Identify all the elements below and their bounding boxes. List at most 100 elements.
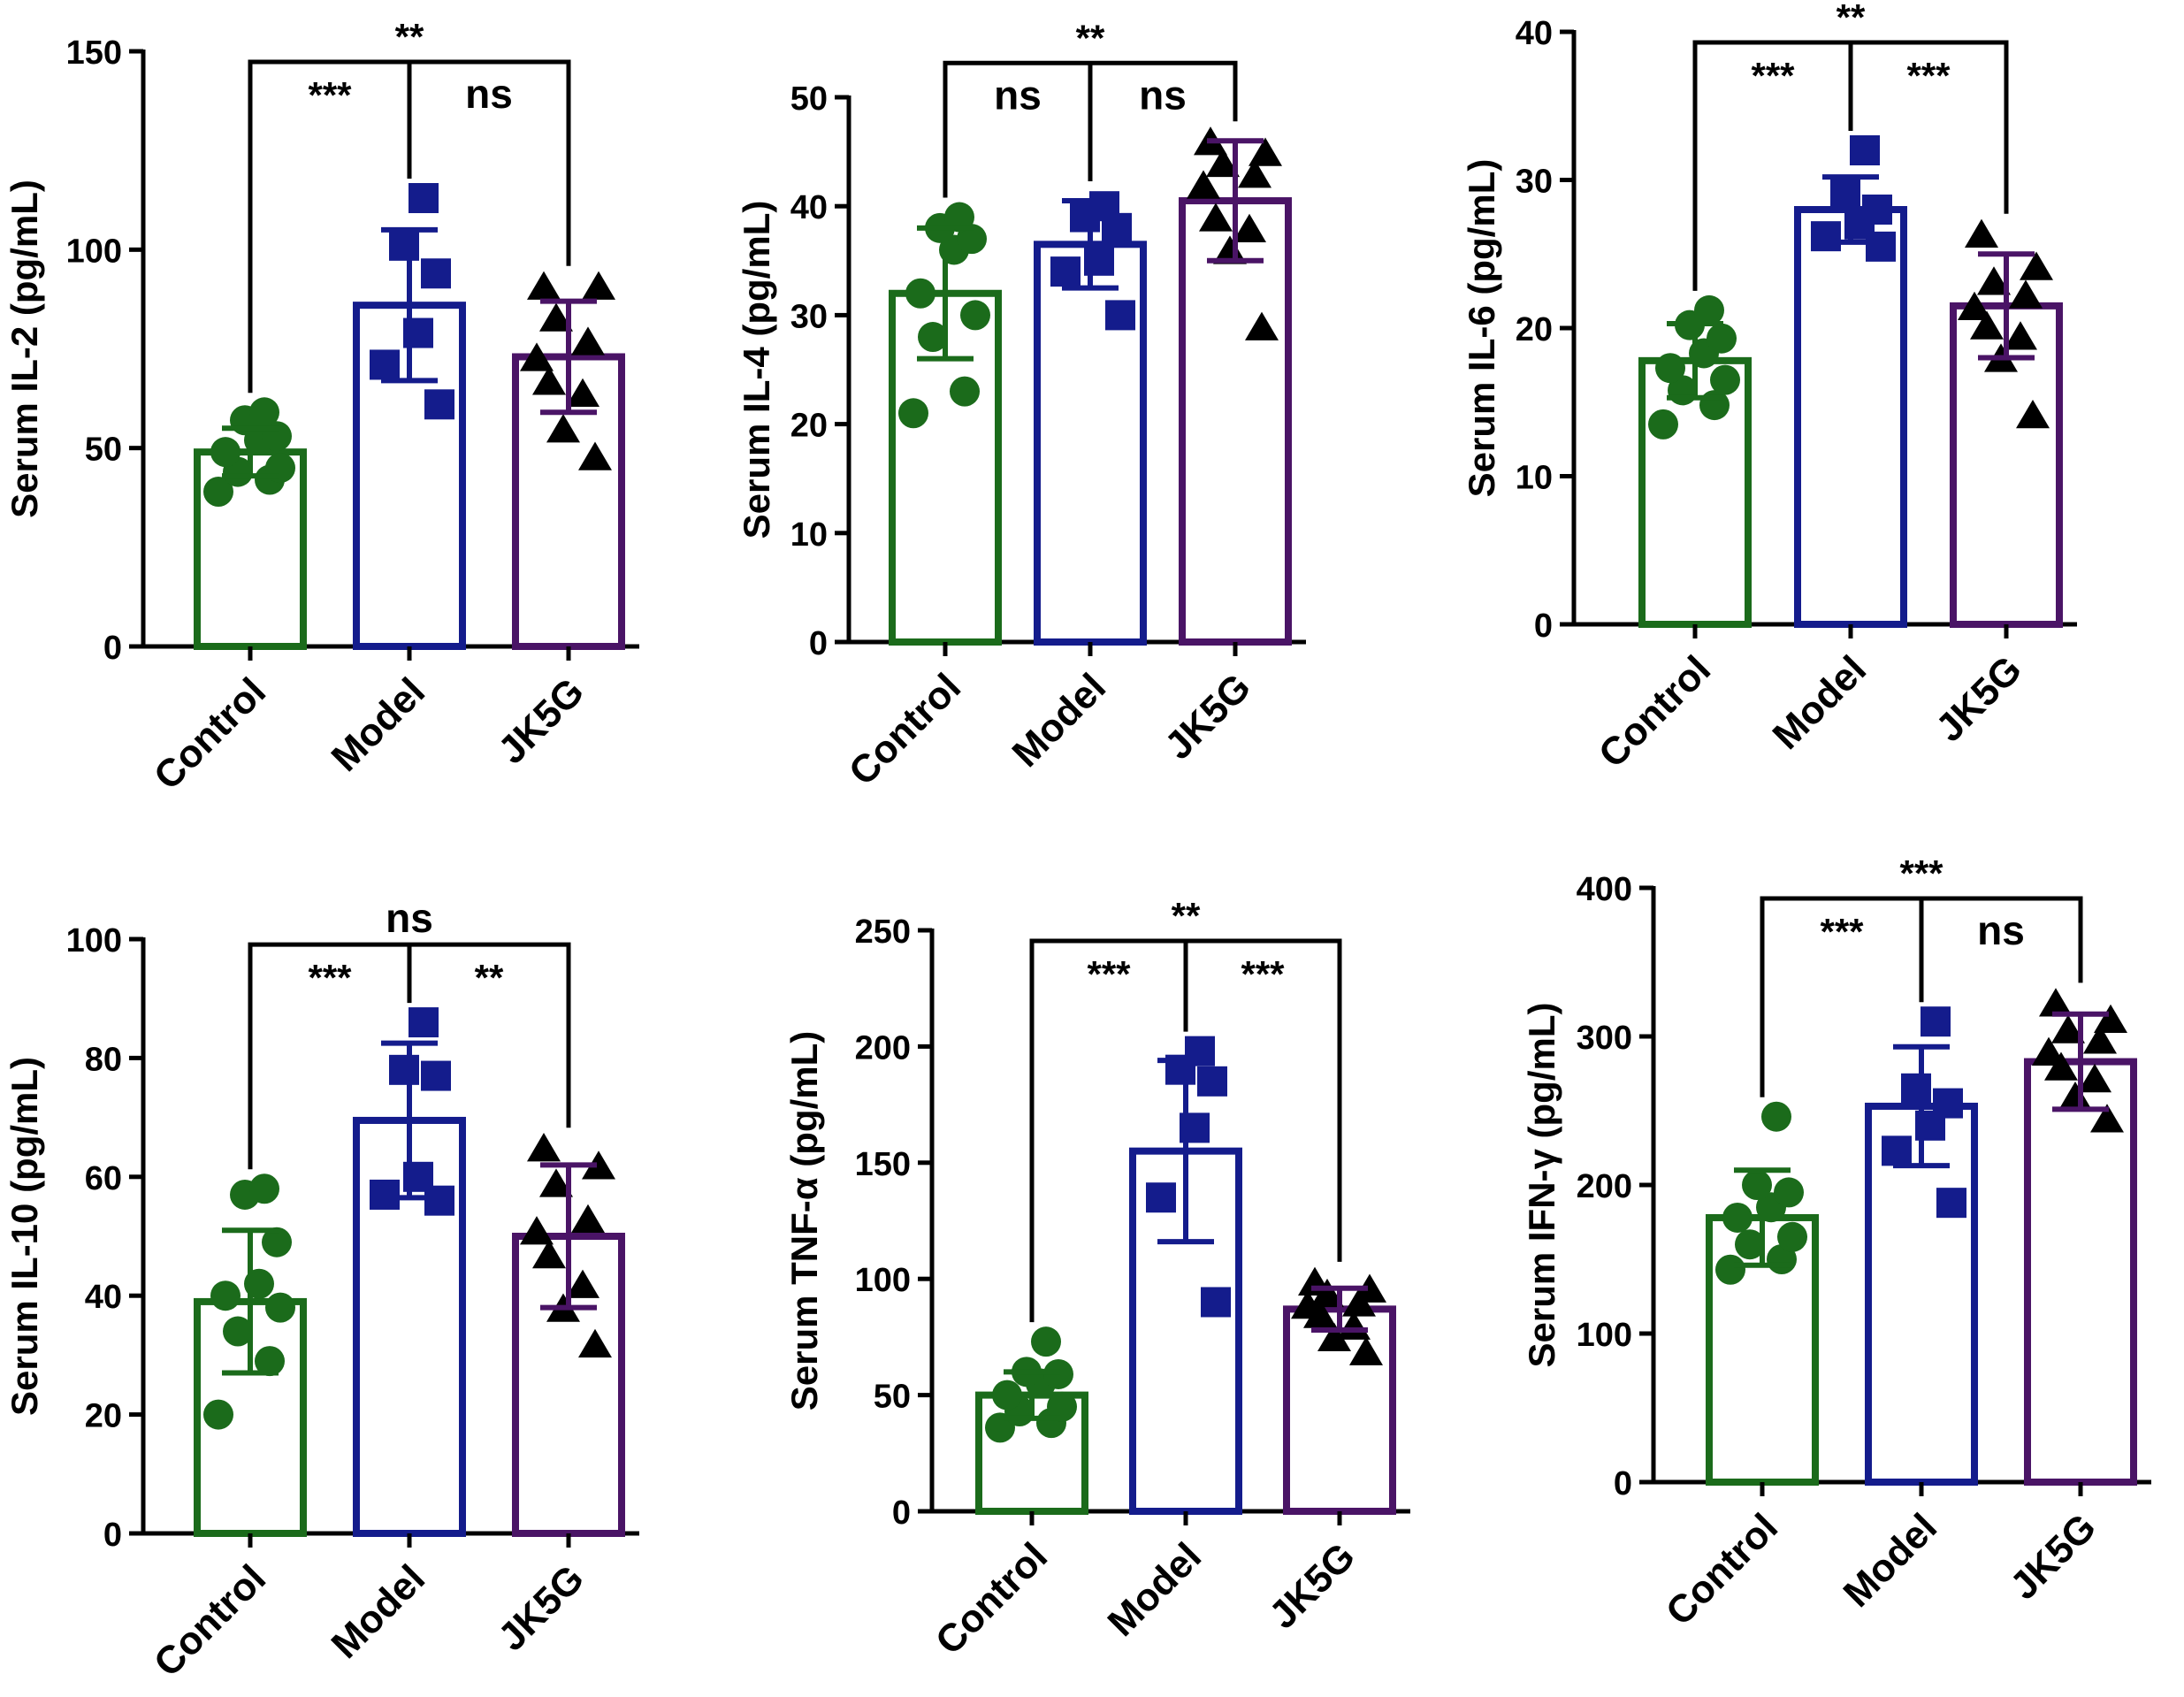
chart-panel-6: 0 100 200 300 400 Serum IFN-γ (pg/mL) Control M… (1521, 852, 2151, 1634)
data-point-square (1201, 1287, 1231, 1318)
data-point-circle (203, 1399, 233, 1430)
data-point-circle (905, 278, 935, 309)
chart-panel-4: 0 20 40 60 80 100 Serum IL-10 (pg/mL) Control Mo… (4, 895, 639, 1686)
significance-label: ns (994, 72, 1042, 118)
significance-label: *** (308, 74, 352, 116)
data-point-triangle (578, 441, 612, 470)
data-point-circle (957, 224, 987, 255)
data-point-square (389, 230, 419, 261)
data-point-triangle (2039, 988, 2073, 1017)
data-point-triangle (2083, 1025, 2117, 1054)
data-point-square (1901, 1073, 1931, 1104)
data-point-triangle (571, 1204, 605, 1233)
data-point-triangle (1238, 159, 1271, 188)
data-point-triangle (532, 1240, 566, 1269)
data-point-circle (249, 1173, 279, 1204)
y-tick-label: 0 (1534, 608, 1553, 645)
data-point-circle (950, 376, 980, 407)
y-axis-label: Serum IL-10 (pg/mL) (4, 1057, 45, 1416)
data-point-triangle (527, 271, 561, 300)
y-tick-label: 0 (892, 1494, 911, 1532)
y-tick-label: 250 (855, 913, 911, 951)
y-tick-label: 20 (790, 408, 828, 445)
y-tick-label: 50 (85, 432, 122, 469)
data-point-triangle (1958, 291, 1991, 321)
significance-label: ** (395, 16, 424, 57)
y-tick-label: 40 (790, 189, 828, 226)
x-tick-label-model: Model (1100, 1534, 1210, 1645)
data-point-triangle (1213, 235, 1247, 264)
x-tick-label-jk5g: JK5G (2002, 1505, 2104, 1608)
data-point-square (421, 1060, 451, 1091)
data-point-circle (210, 437, 241, 468)
y-tick-label: 30 (790, 298, 828, 335)
y-tick-label: 100 (66, 233, 122, 270)
y-tick-label: 150 (855, 1146, 911, 1183)
x-tick-label-control: Control (146, 669, 274, 798)
data-point-square (370, 349, 400, 380)
significance-label: *** (1087, 953, 1131, 995)
data-point-triangle (566, 1269, 599, 1298)
data-point-square (1197, 1066, 1227, 1097)
bar-model (1794, 206, 1907, 628)
y-tick-label: 20 (85, 1398, 122, 1435)
y-tick-label: 0 (103, 1517, 122, 1554)
y-tick-label: 0 (809, 625, 828, 662)
data-point-triangle (1245, 311, 1279, 340)
x-tick-label-control: Control (841, 665, 969, 793)
significance-label: *** (1241, 953, 1285, 995)
data-point-square (1089, 191, 1119, 222)
data-point-circle (265, 1292, 295, 1323)
data-point-square (1921, 1006, 1951, 1037)
data-point-triangle (2004, 321, 2037, 350)
data-point-triangle (527, 1133, 561, 1162)
data-point-square (1933, 1088, 1963, 1119)
data-point-triangle (1291, 1289, 1325, 1319)
data-point-triangle (1206, 148, 1240, 178)
data-point-circle (960, 300, 990, 331)
x-tick-label-control: Control (146, 1556, 274, 1685)
y-tick-label: 60 (85, 1160, 122, 1197)
data-point-triangle (571, 326, 605, 355)
significance-label: ** (475, 957, 504, 998)
data-point-triangle (546, 414, 580, 443)
data-point-circle (944, 202, 974, 233)
data-point-square (1882, 1135, 1912, 1166)
x-tick-label-control: Control (928, 1534, 1056, 1663)
significance-label: ** (1172, 895, 1201, 936)
data-point-circle (1710, 364, 1740, 395)
data-point-square (1105, 300, 1135, 331)
y-axis-label: Serum IL-6 (pg/mL) (1461, 159, 1502, 498)
data-point-triangle (2032, 1036, 2066, 1066)
data-point-circle (255, 1346, 285, 1377)
data-point-triangle (2058, 1082, 2092, 1111)
y-tick-label: 200 (1577, 1168, 1632, 1205)
significance-label: *** (1820, 911, 1864, 952)
y-tick-label: 30 (1516, 164, 1553, 201)
data-point-square (409, 1007, 439, 1038)
data-point-circle (1648, 409, 1678, 440)
data-point-square (1850, 135, 1880, 165)
data-point-circle (1715, 1254, 1745, 1285)
data-point-triangle (1353, 1273, 1386, 1303)
y-tick-label: 50 (790, 80, 828, 118)
data-point-circle (223, 1316, 253, 1347)
data-point-square (370, 1179, 400, 1210)
data-point-triangle (2051, 1014, 2085, 1043)
x-tick-label-jk5g: JK5G (490, 1556, 592, 1659)
data-point-circle (1777, 1221, 1807, 1252)
data-point-square (409, 183, 439, 214)
y-tick-label: 300 (1577, 1020, 1632, 1057)
chart-panel-5: 0 50 100 150 200 250 Serum TNF-α (pg/mL) Contro… (783, 895, 1410, 1663)
y-tick-label: 100 (66, 922, 122, 959)
x-tick-label-model: Model (1765, 647, 1875, 758)
y-tick-label: 40 (1516, 15, 1553, 52)
data-point-square (1830, 176, 1860, 207)
data-point-triangle (2009, 279, 2043, 309)
significance-label: ns (386, 895, 433, 941)
data-point-square (1936, 1188, 1966, 1219)
y-tick-label: 40 (85, 1279, 122, 1316)
data-point-circle (1707, 323, 1737, 354)
y-tick-label: 10 (790, 516, 828, 554)
